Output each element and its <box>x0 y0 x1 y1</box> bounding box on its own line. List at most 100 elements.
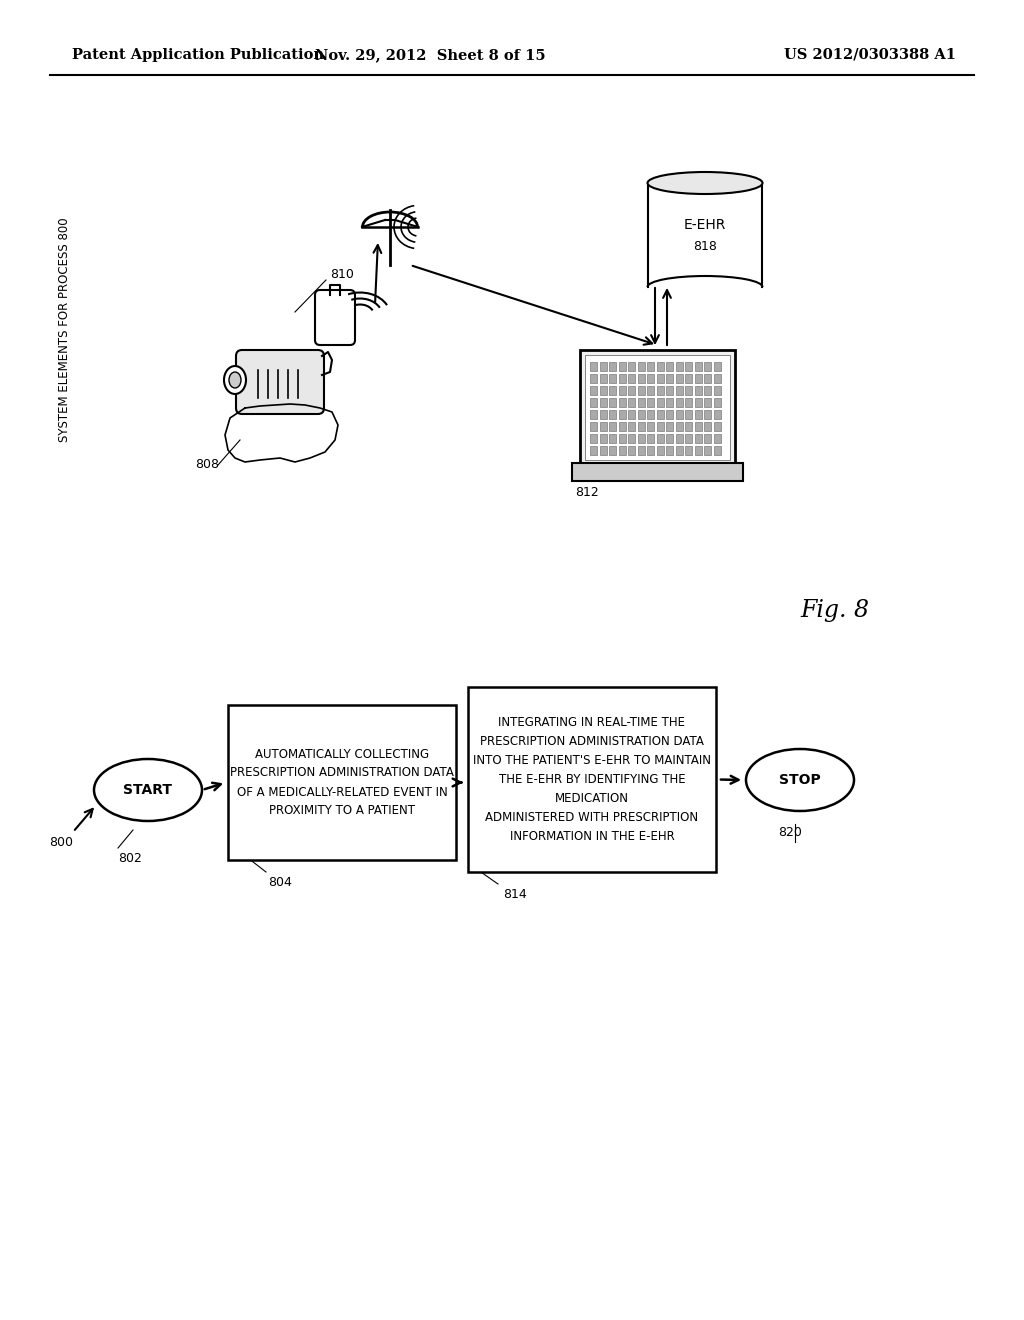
FancyBboxPatch shape <box>599 411 606 418</box>
FancyBboxPatch shape <box>666 399 673 407</box>
FancyBboxPatch shape <box>628 411 635 418</box>
FancyBboxPatch shape <box>638 374 644 383</box>
FancyBboxPatch shape <box>638 434 644 444</box>
FancyBboxPatch shape <box>694 374 701 383</box>
Text: 804: 804 <box>268 875 292 888</box>
FancyBboxPatch shape <box>609 385 616 395</box>
FancyBboxPatch shape <box>666 411 673 418</box>
FancyBboxPatch shape <box>618 399 626 407</box>
Ellipse shape <box>94 759 202 821</box>
FancyBboxPatch shape <box>666 362 673 371</box>
FancyBboxPatch shape <box>618 362 626 371</box>
FancyBboxPatch shape <box>572 463 743 480</box>
FancyBboxPatch shape <box>618 422 626 432</box>
FancyBboxPatch shape <box>676 399 683 407</box>
Text: AUTOMATICALLY COLLECTING
PRESCRIPTION ADMINISTRATION DATA
OF A MEDICALLY-RELATED: AUTOMATICALLY COLLECTING PRESCRIPTION AD… <box>230 747 454 817</box>
FancyBboxPatch shape <box>694 446 701 455</box>
FancyBboxPatch shape <box>666 385 673 395</box>
FancyBboxPatch shape <box>656 446 664 455</box>
FancyBboxPatch shape <box>609 434 616 444</box>
FancyBboxPatch shape <box>638 446 644 455</box>
FancyBboxPatch shape <box>590 411 597 418</box>
Text: 810: 810 <box>330 268 354 281</box>
FancyBboxPatch shape <box>647 434 654 444</box>
FancyBboxPatch shape <box>628 422 635 432</box>
FancyBboxPatch shape <box>609 374 616 383</box>
FancyBboxPatch shape <box>676 385 683 395</box>
FancyBboxPatch shape <box>580 350 735 465</box>
FancyBboxPatch shape <box>599 434 606 444</box>
FancyBboxPatch shape <box>685 399 692 407</box>
FancyBboxPatch shape <box>694 399 701 407</box>
FancyBboxPatch shape <box>599 362 606 371</box>
FancyBboxPatch shape <box>628 374 635 383</box>
FancyBboxPatch shape <box>585 355 730 459</box>
FancyBboxPatch shape <box>685 411 692 418</box>
FancyBboxPatch shape <box>666 434 673 444</box>
FancyBboxPatch shape <box>676 422 683 432</box>
FancyBboxPatch shape <box>666 374 673 383</box>
FancyBboxPatch shape <box>638 362 644 371</box>
FancyBboxPatch shape <box>638 399 644 407</box>
FancyBboxPatch shape <box>714 422 721 432</box>
FancyBboxPatch shape <box>705 411 711 418</box>
FancyBboxPatch shape <box>647 411 654 418</box>
FancyBboxPatch shape <box>618 446 626 455</box>
FancyBboxPatch shape <box>590 446 597 455</box>
FancyBboxPatch shape <box>647 362 654 371</box>
FancyBboxPatch shape <box>676 446 683 455</box>
FancyBboxPatch shape <box>599 374 606 383</box>
Text: 800: 800 <box>49 836 73 849</box>
FancyBboxPatch shape <box>714 385 721 395</box>
FancyBboxPatch shape <box>685 362 692 371</box>
FancyBboxPatch shape <box>315 290 355 345</box>
Text: SYSTEM ELEMENTS FOR PROCESS 800: SYSTEM ELEMENTS FOR PROCESS 800 <box>58 218 72 442</box>
FancyBboxPatch shape <box>676 362 683 371</box>
FancyBboxPatch shape <box>468 686 716 873</box>
FancyBboxPatch shape <box>714 399 721 407</box>
FancyBboxPatch shape <box>609 422 616 432</box>
Text: 808: 808 <box>195 458 219 471</box>
FancyBboxPatch shape <box>618 434 626 444</box>
FancyBboxPatch shape <box>666 422 673 432</box>
FancyBboxPatch shape <box>694 362 701 371</box>
Text: Patent Application Publication: Patent Application Publication <box>72 48 324 62</box>
FancyBboxPatch shape <box>705 446 711 455</box>
FancyBboxPatch shape <box>676 411 683 418</box>
FancyBboxPatch shape <box>228 705 456 861</box>
Ellipse shape <box>224 366 246 393</box>
Ellipse shape <box>647 172 763 194</box>
FancyBboxPatch shape <box>599 385 606 395</box>
Text: US 2012/0303388 A1: US 2012/0303388 A1 <box>784 48 956 62</box>
FancyBboxPatch shape <box>656 374 664 383</box>
FancyBboxPatch shape <box>590 385 597 395</box>
FancyBboxPatch shape <box>694 434 701 444</box>
Ellipse shape <box>229 372 241 388</box>
FancyBboxPatch shape <box>618 385 626 395</box>
FancyBboxPatch shape <box>628 385 635 395</box>
Text: 820: 820 <box>778 825 802 838</box>
FancyBboxPatch shape <box>647 446 654 455</box>
Text: 814: 814 <box>503 887 526 900</box>
FancyBboxPatch shape <box>685 446 692 455</box>
FancyBboxPatch shape <box>647 422 654 432</box>
Text: E-EHR: E-EHR <box>684 218 726 232</box>
Polygon shape <box>225 404 338 462</box>
Text: START: START <box>124 783 172 797</box>
FancyBboxPatch shape <box>705 399 711 407</box>
FancyBboxPatch shape <box>656 399 664 407</box>
FancyBboxPatch shape <box>590 399 597 407</box>
FancyBboxPatch shape <box>676 434 683 444</box>
Text: 812: 812 <box>575 487 599 499</box>
FancyBboxPatch shape <box>714 411 721 418</box>
FancyBboxPatch shape <box>628 399 635 407</box>
FancyBboxPatch shape <box>647 385 654 395</box>
FancyBboxPatch shape <box>714 374 721 383</box>
FancyBboxPatch shape <box>628 434 635 444</box>
FancyBboxPatch shape <box>705 434 711 444</box>
FancyBboxPatch shape <box>714 434 721 444</box>
FancyBboxPatch shape <box>599 422 606 432</box>
Text: 818: 818 <box>693 240 717 253</box>
FancyBboxPatch shape <box>705 385 711 395</box>
FancyBboxPatch shape <box>685 385 692 395</box>
